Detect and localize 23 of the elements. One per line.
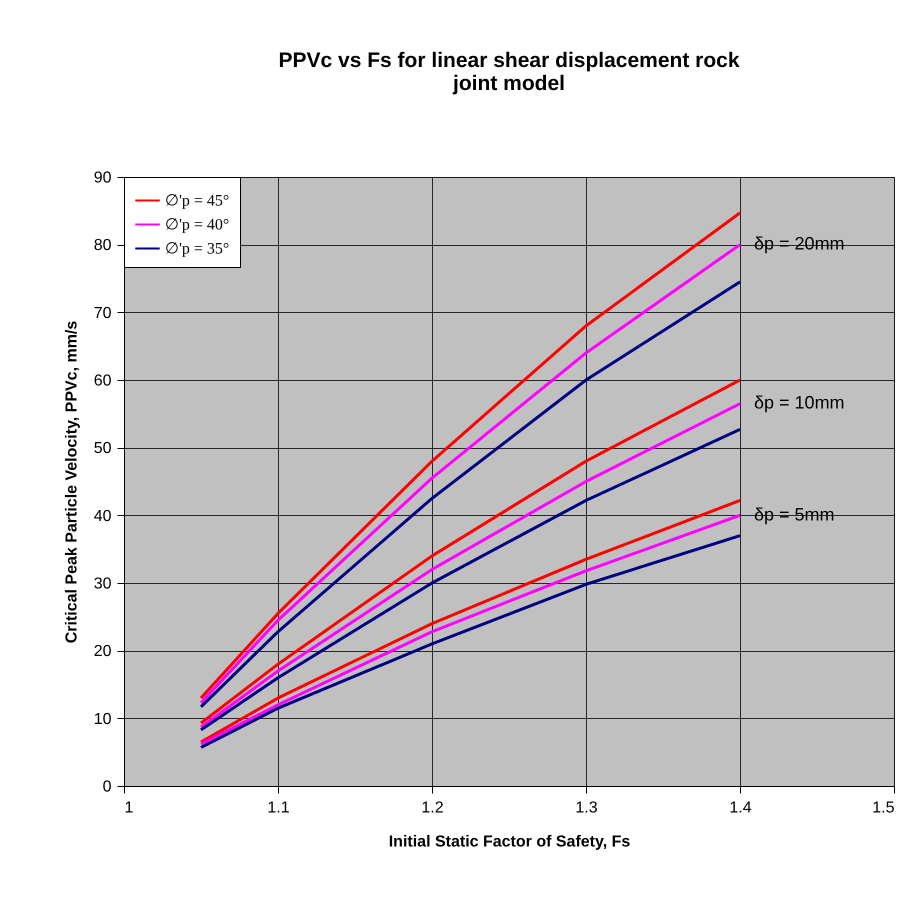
y-tick-label: 60 [94,372,112,390]
x-axis-title: Initial Static Factor of Safety, Fs [388,834,630,850]
y-tick-label: 80 [94,237,112,254]
legend-label: ∅'p = 35° [165,240,230,258]
legend-label: ∅'p = 45° [165,192,230,210]
y-tick-label: 30 [94,576,112,592]
x-tick-label: 1 [124,800,134,816]
y-tick-label: 0 [102,778,112,796]
x-tick-label: 1.3 [575,800,598,816]
x-tick-label: 1.1 [267,800,290,816]
y-tick-label: 40 [94,508,112,525]
y-tick-label: 70 [94,304,112,322]
x-tick-label: 1.5 [872,800,895,816]
annotation: δp = 10mm [754,392,845,413]
y-tick-label: 10 [94,710,112,728]
y-tick-label: 50 [94,440,112,458]
chart-title: PPVc vs Fs for linear shear displacement rock joint model [278,49,740,95]
y-axis-title: Critical Peak Particle Velocity, PPVc, mm/s [64,320,81,644]
x-tick-label: 1.2 [421,800,444,816]
y-tick-label: 20 [94,643,112,660]
x-tick-label: 1.4 [729,800,752,816]
legend-label: ∅'p = 40° [165,216,230,234]
y-tick-label: 90 [94,170,112,186]
